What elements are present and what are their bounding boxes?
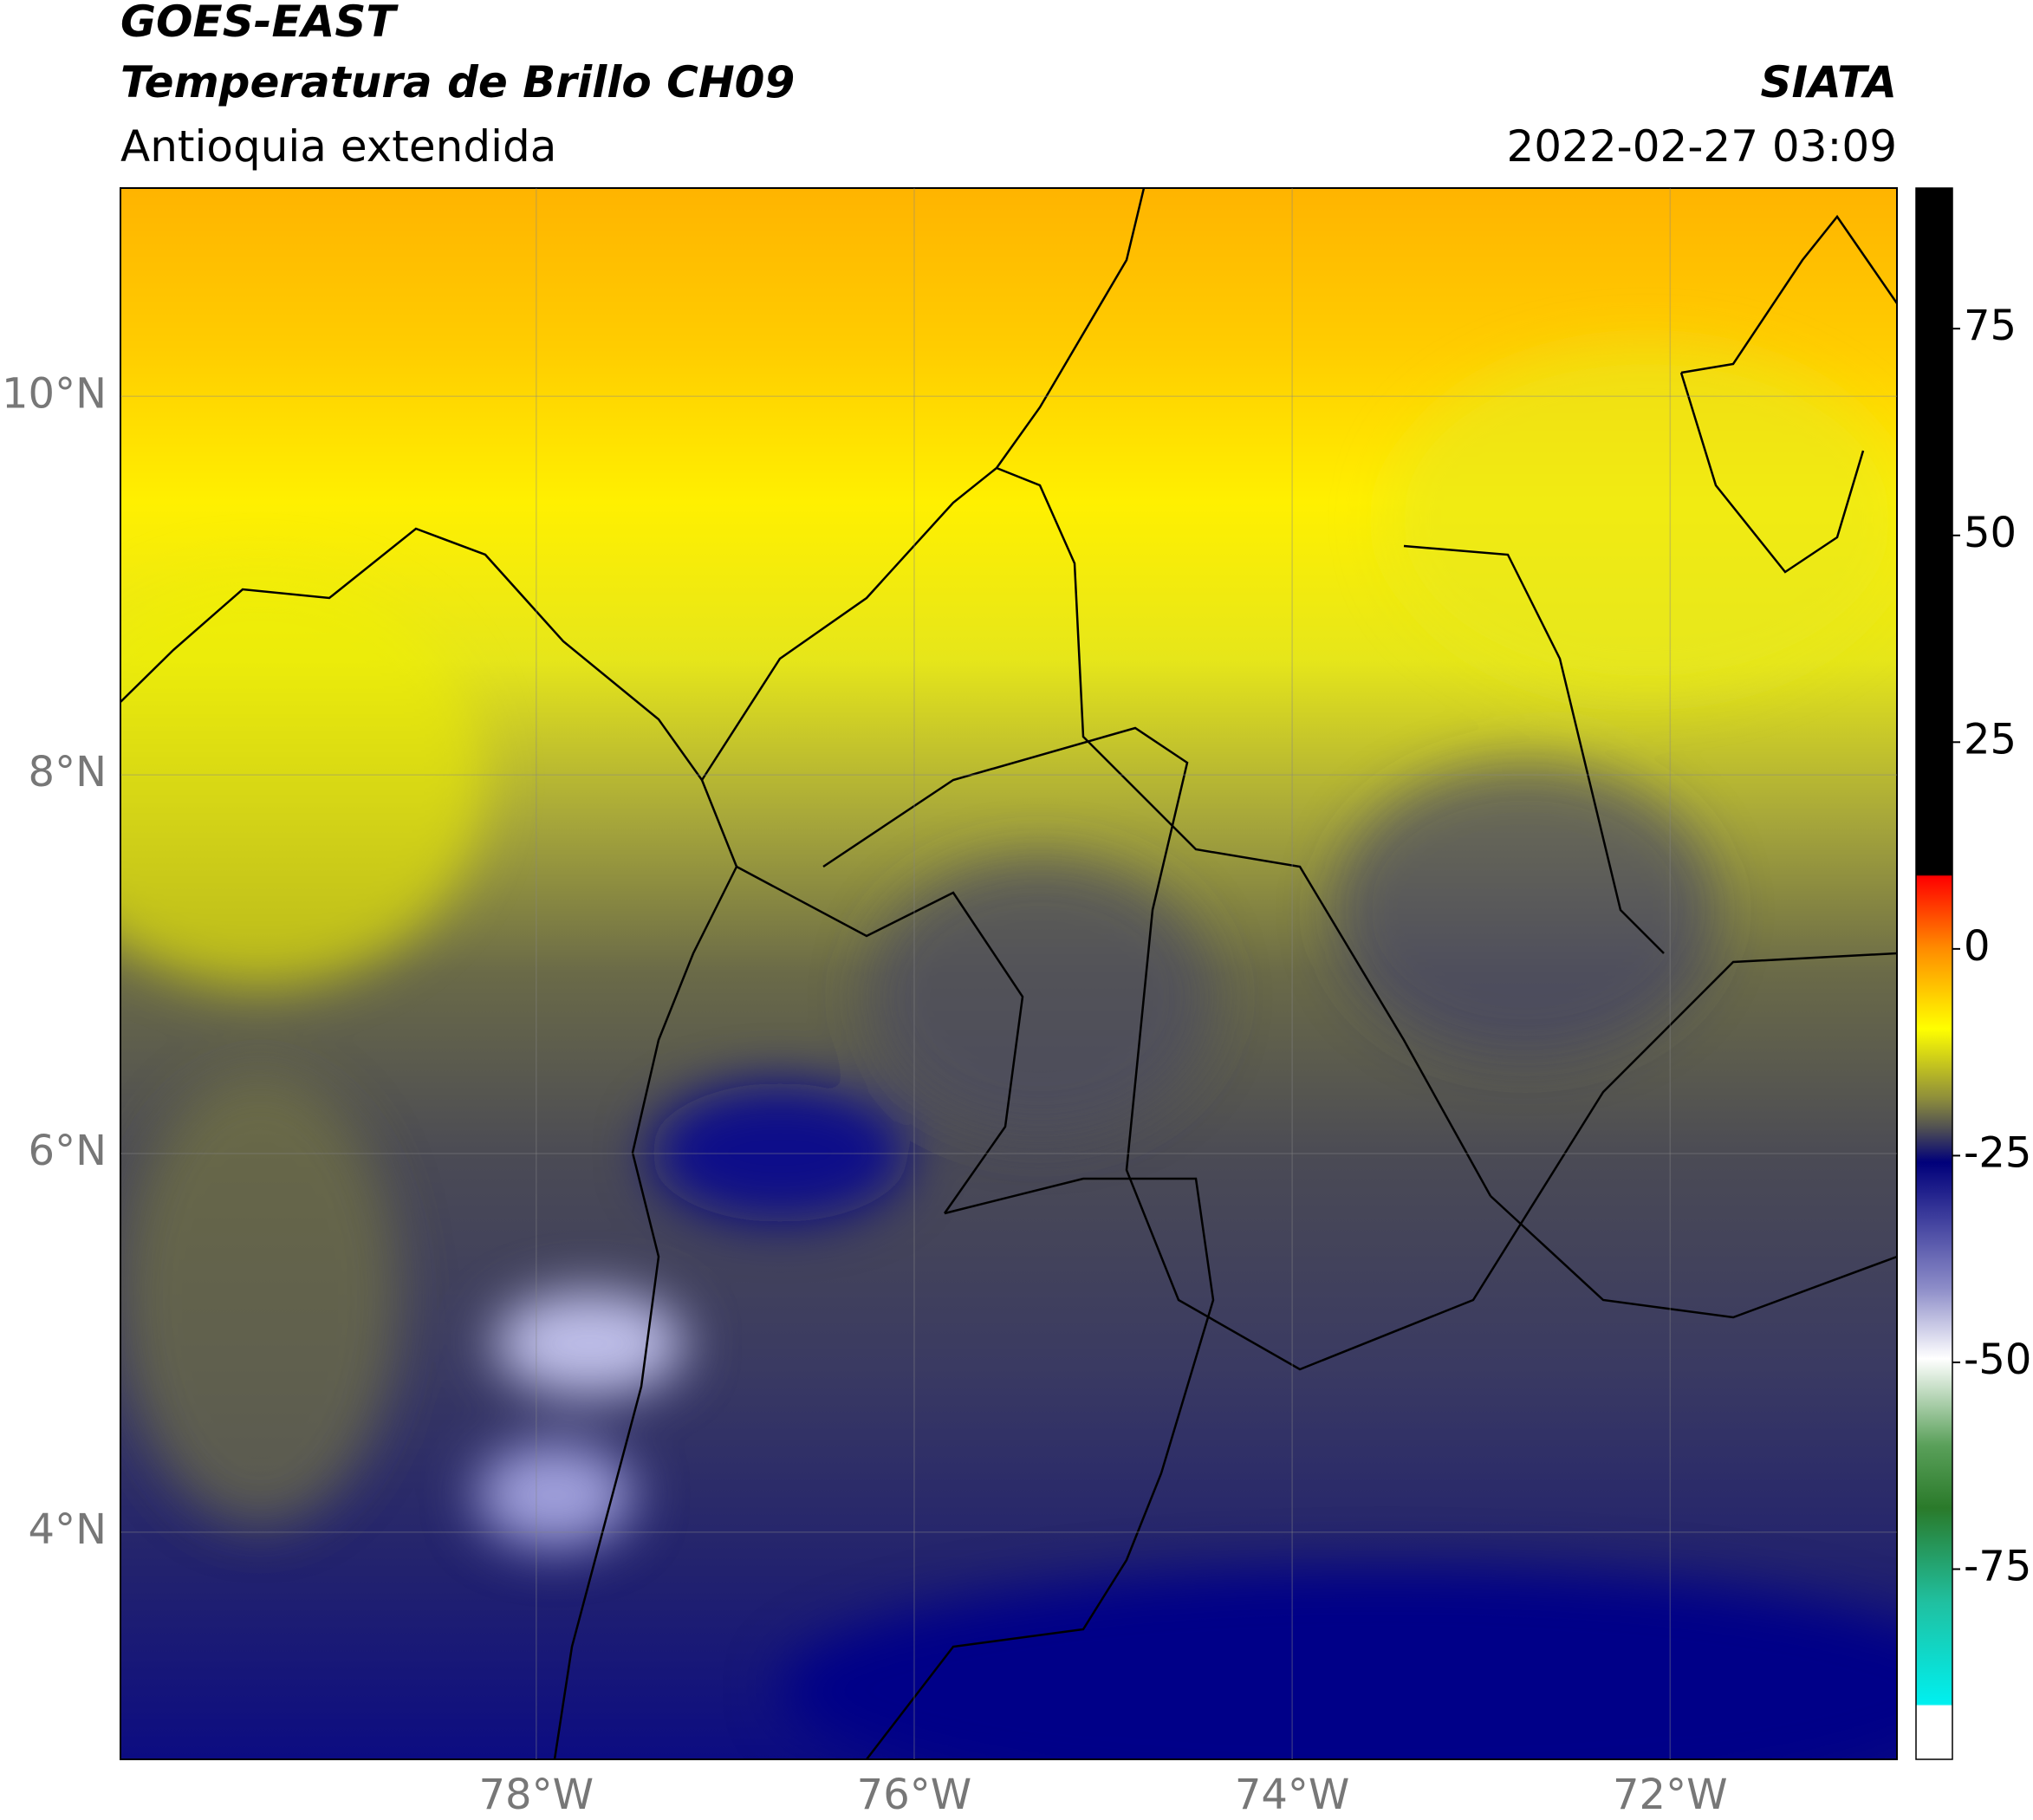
colorbar-tick-label: 75 xyxy=(1964,302,2017,350)
datetime: 2022-02-27 03:09 xyxy=(1506,121,1897,172)
plot-frame xyxy=(120,187,1898,1760)
colorbar-tick-label: 50 xyxy=(1964,509,2017,557)
region: Antioquia extendida xyxy=(120,121,556,172)
colorbar-tick-label: -75 xyxy=(1964,1543,2031,1591)
lat-tick-label: 6°N xyxy=(29,1127,107,1175)
boundaries xyxy=(120,188,1897,1759)
lon-tick-label: 78°W xyxy=(479,1771,594,1819)
lon-tick-label: 72°W xyxy=(1613,1771,1728,1819)
lon-tick-label: 74°W xyxy=(1235,1771,1350,1819)
lat-tick-label: 4°N xyxy=(29,1505,107,1554)
map-field xyxy=(120,188,1897,1759)
colorbar-tick-label: -25 xyxy=(1964,1128,2031,1177)
cloud-features xyxy=(120,347,1897,1759)
satellite: GOES-EAST xyxy=(120,0,399,47)
colorbar-tick-label: -50 xyxy=(1964,1336,2031,1384)
lon-tick-label: 76°W xyxy=(857,1771,972,1819)
lat-tick-label: 10°N xyxy=(2,369,107,418)
product: Temperatura de Brillo CH09 xyxy=(120,57,795,107)
colorbar-tick-label: 0 xyxy=(1964,922,1991,971)
lat-tick-label: 8°N xyxy=(29,748,107,796)
agency: SIATA xyxy=(1761,57,1897,107)
colorbar xyxy=(1915,187,1953,1760)
colorbar-tick-label: 25 xyxy=(1964,715,2017,764)
